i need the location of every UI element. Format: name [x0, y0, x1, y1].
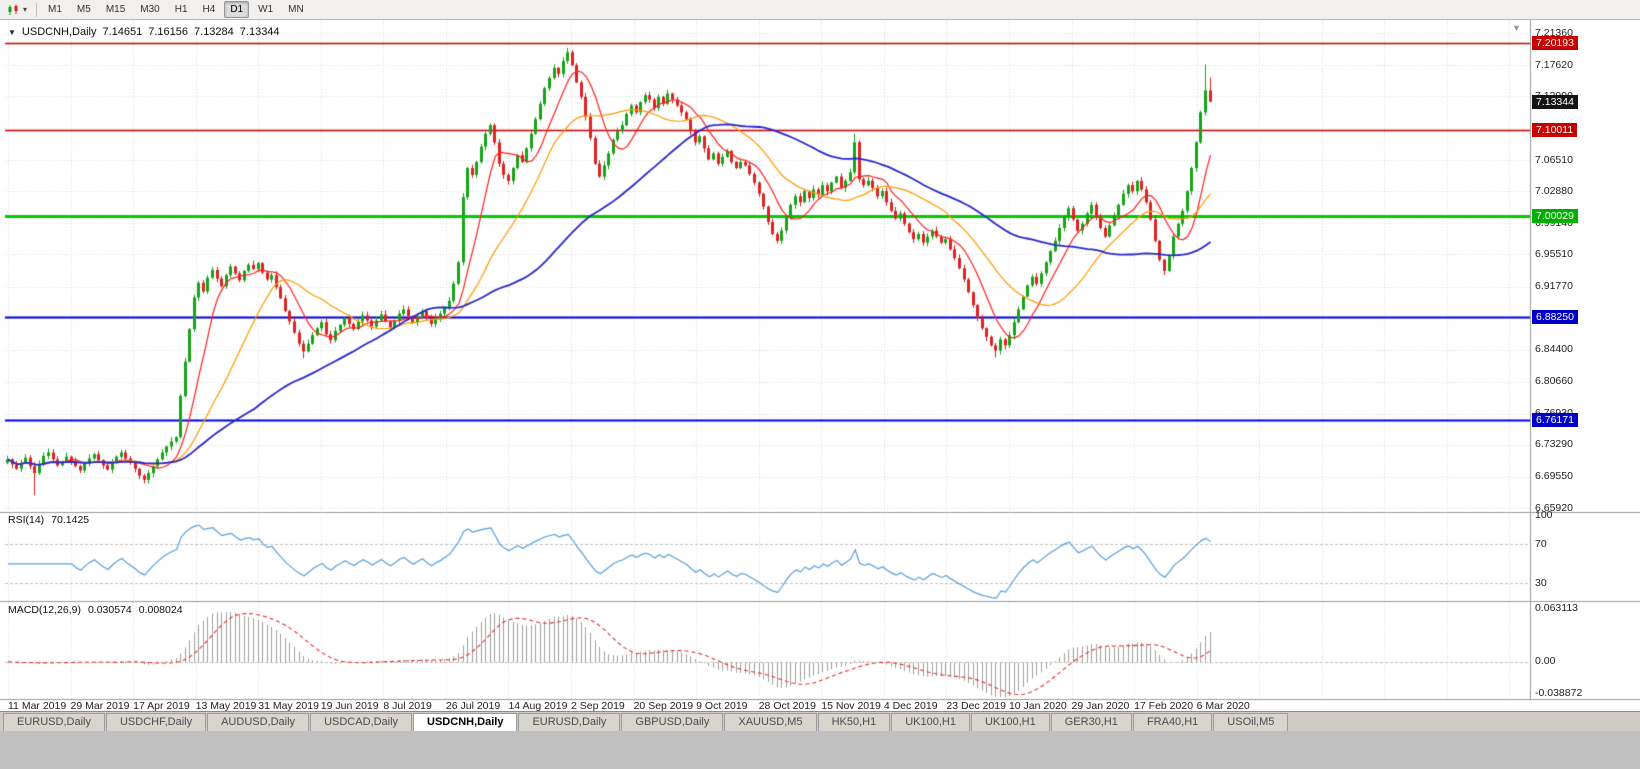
- timeframe-button-w1[interactable]: W1: [258, 4, 274, 15]
- date-axis-label: 11 Mar 2019: [8, 700, 67, 712]
- date-axis-label: 17 Apr 2019: [133, 700, 190, 712]
- status-strip: [0, 731, 1640, 769]
- timeframe-button-mn[interactable]: MN: [288, 4, 304, 15]
- macd-axis-zero: 0.00: [1535, 655, 1556, 667]
- timeframe-button-m5[interactable]: M5: [76, 4, 91, 15]
- timeframe-button-h4[interactable]: H4: [202, 4, 216, 15]
- chart-canvas[interactable]: [0, 20, 1640, 711]
- toolbar-separator: [36, 2, 38, 17]
- price-level-badge: 7.10011: [1532, 123, 1578, 138]
- chart-tab-bar: EURUSD,Daily USDCHF,Daily AUDUSD,Daily USDC…: [0, 711, 1640, 731]
- chart-tab-fra40-h1[interactable]: FRA40,H1: [1132, 713, 1213, 731]
- price-tick-label: 6.95510: [1535, 247, 1573, 260]
- price-level-badge: 7.13344: [1532, 94, 1578, 109]
- chart-tab-gbpusd-daily[interactable]: GBPUSD,Daily: [621, 713, 724, 731]
- date-axis-label: 13 May 2019: [195, 700, 257, 712]
- chart-tab-xauusd-m5[interactable]: XAUUSD,M5: [724, 713, 817, 731]
- chart-shift-marker-icon[interactable]: ▼: [1512, 23, 1521, 33]
- timeframe-button-m1[interactable]: M1: [48, 4, 62, 15]
- toolbar: ▾ M1 M5 M15 M30 H1 H4 D1 W1 MN: [0, 0, 1640, 20]
- price-tick-label: 7.17620: [1535, 58, 1573, 71]
- date-axis-label: 29 Mar 2019: [70, 700, 130, 712]
- date-axis-label: 9 Oct 2019: [696, 700, 748, 712]
- chart-context-arrow-icon[interactable]: ▼: [8, 27, 16, 37]
- date-axis-label: 23 Dec 2019: [946, 700, 1006, 712]
- date-axis-label: 28 Oct 2019: [758, 700, 816, 712]
- price-tick-label: 6.80660: [1535, 375, 1573, 388]
- price-level-badge: 6.88250: [1532, 309, 1578, 324]
- rsi-axis-30: 30: [1535, 577, 1547, 589]
- timeframe-buttons: M1 M5 M15 M30 H1 H4 D1 W1 MN: [42, 1, 310, 18]
- date-axis-label: 10 Jan 2020: [1008, 700, 1067, 712]
- timeframe-button-h1[interactable]: H1: [174, 4, 188, 15]
- price-level-badge: 7.00029: [1532, 208, 1578, 223]
- chart-tab-uk100-h1[interactable]: UK100,H1: [891, 713, 970, 731]
- macd-axis-max: 0.063113: [1535, 602, 1579, 614]
- price-tick-label: 7.02880: [1535, 184, 1573, 197]
- date-axis-label: 4 Dec 2019: [883, 700, 938, 712]
- chart-tab-usoil-m5[interactable]: USOil,M5: [1213, 713, 1289, 731]
- timeframe-button-m15[interactable]: M15: [105, 4, 126, 15]
- timeframe-button-m30[interactable]: M30: [140, 4, 160, 15]
- date-axis-label: 19 Jun 2019: [320, 700, 379, 712]
- chart-tab-eurusd-daily[interactable]: EURUSD,Daily: [3, 713, 105, 731]
- chart-tab-usdchf-daily[interactable]: USDCHF,Daily: [105, 713, 207, 731]
- date-axis-label: 8 Jul 2019: [383, 700, 432, 712]
- price-tick-label: 6.73290: [1535, 438, 1573, 451]
- chart-tab-ger30-h1[interactable]: GER30,H1: [1050, 713, 1132, 731]
- date-axis-label: 26 Jul 2019: [445, 700, 501, 712]
- date-axis-label: 17 Feb 2020: [1134, 700, 1194, 712]
- date-axis-label: 6 Mar 2020: [1196, 700, 1250, 712]
- price-tick-label: 6.65920: [1535, 501, 1573, 514]
- date-axis-label: 2 Sep 2019: [571, 700, 625, 712]
- price-tick-label: 6.91770: [1535, 280, 1573, 293]
- chart-tab-audusd-daily[interactable]: AUDUSD,Daily: [207, 713, 310, 731]
- rsi-axis-70: 70: [1535, 538, 1547, 550]
- chevron-down-icon: ▾: [23, 5, 28, 14]
- chart-menu-button[interactable]: ▾: [3, 3, 31, 17]
- timeframe-button-d1[interactable]: D1: [224, 1, 250, 18]
- date-axis-label: 29 Jan 2020: [1071, 700, 1130, 712]
- date-axis-label: 31 May 2019: [258, 700, 319, 712]
- candlestick-chart-icon: [8, 4, 18, 15]
- date-axis-label: 20 Sep 2019: [633, 700, 694, 712]
- rsi-axis-100: 100: [1535, 509, 1553, 521]
- price-tick-label: 7.06510: [1535, 153, 1573, 166]
- price-tick-label: 7.21360: [1535, 26, 1573, 39]
- chart-tab-eurusd-daily[interactable]: EURUSD,Daily: [518, 713, 621, 731]
- date-axis-label: 14 Aug 2019: [508, 700, 568, 712]
- price-tick-label: 6.84400: [1535, 343, 1573, 356]
- price-level-badge: 7.20193: [1532, 35, 1578, 50]
- chart-tab-hk50-h1[interactable]: HK50,H1: [817, 713, 891, 731]
- chart-tab-usdcnh-daily[interactable]: USDCNH,Daily: [413, 713, 518, 731]
- chart-tab-uk100-h1[interactable]: UK100,H1: [970, 713, 1050, 731]
- price-level-badge: 6.76171: [1532, 413, 1578, 428]
- macd-axis-min: -0.038872: [1535, 687, 1583, 699]
- date-axis-label: 15 Nov 2019: [821, 700, 881, 712]
- chart-tab-usdcad-daily[interactable]: USDCAD,Daily: [310, 713, 413, 731]
- price-tick-label: 6.69550: [1535, 470, 1573, 483]
